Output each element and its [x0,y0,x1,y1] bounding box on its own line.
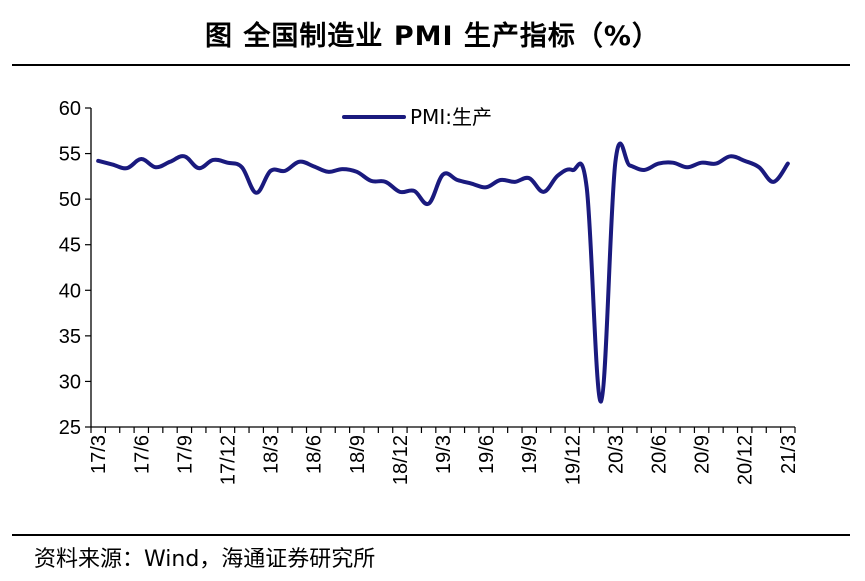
data-point [154,165,158,169]
y-tick-label: 30 [59,371,81,393]
data-point [197,166,201,170]
x-tick-label: 19/9 [519,435,541,474]
y-tick-label: 25 [59,417,81,439]
data-point [297,160,301,164]
data-point [613,160,617,164]
data-point [743,159,747,163]
data-point [484,185,488,189]
legend: PMI:生产 [342,105,492,129]
data-point [771,180,775,184]
data-point [355,170,359,174]
data-point [412,189,416,193]
y-tick-label: 55 [59,144,81,166]
x-tick-label: 20/6 [649,435,671,474]
y-tick-label: 50 [59,189,81,211]
data-point [139,157,143,161]
y-tick-label: 60 [59,98,81,120]
data-point [527,176,531,180]
data-point [111,163,115,167]
data-point [441,173,445,177]
x-tick-label: 19/12 [562,435,584,485]
data-point [642,168,646,172]
data-point [225,161,229,165]
series-layer [96,141,790,404]
data-point [542,190,546,194]
data-point [599,399,603,403]
data-point [269,169,273,173]
data-point [714,162,718,166]
data-point [384,180,388,184]
x-tick-label: 18/9 [347,435,369,474]
x-tick-label: 17/9 [174,435,196,474]
x-tick-label: 20/12 [735,435,757,485]
data-point [312,164,316,168]
data-point [498,178,502,182]
y-tick-label: 35 [59,326,81,348]
data-point [685,165,689,169]
data-point [326,170,330,174]
y-tick-label: 40 [59,280,81,302]
x-tick-label: 20/3 [605,435,627,474]
x-tick-label: 18/3 [261,435,283,474]
x-tick-label: 17/3 [88,435,110,474]
source-note: 资料来源：Wind，海通证券研究所 [34,547,376,572]
data-point [700,161,704,165]
legend-label: PMI:生产 [410,105,492,129]
data-point [570,168,574,172]
data-point [728,154,732,158]
data-point [513,180,517,184]
data-point [96,159,100,163]
x-tick-label: 20/9 [692,435,714,474]
data-point [398,190,402,194]
data-point [168,160,172,164]
bottom-rule [12,534,850,536]
data-point [283,169,287,173]
x-tick-label: 17/12 [217,435,239,485]
axes: 25 30 35 40 45 50 55 60 17/3 17/6 17/9 17/12 18/3 18/… [59,98,800,485]
x-tick-label: 19/6 [476,435,498,474]
data-point [757,165,761,169]
data-point [470,182,474,186]
data-point [240,165,244,169]
data-point [211,158,215,162]
x-tick-label: 17/6 [131,435,153,474]
data-point [455,178,459,182]
series-line-pmi-production [96,141,790,404]
x-tick-label: 21/3 [778,435,800,474]
chart-title: 图 全国制造业 PMI 生产指标（%） [205,21,660,52]
top-rule [12,64,850,66]
data-point [340,167,344,171]
data-point [585,185,589,189]
data-point [657,162,661,166]
x-tick-label: 18/12 [390,435,412,485]
data-point [369,179,373,183]
x-tick-label: 18/6 [304,435,326,474]
data-point [556,173,560,177]
y-tick-label: 45 [59,235,81,257]
data-point [427,202,431,206]
pmi-line-chart: 25 30 35 40 45 50 55 60 17/3 17/6 17/9 17/12 18/3 18/… [59,98,800,485]
data-point [671,161,675,165]
x-tick-label: 19/3 [433,435,455,474]
data-point [182,154,186,158]
data-point [125,166,129,170]
data-point [786,162,790,166]
data-point [628,163,632,167]
data-point [254,191,258,195]
